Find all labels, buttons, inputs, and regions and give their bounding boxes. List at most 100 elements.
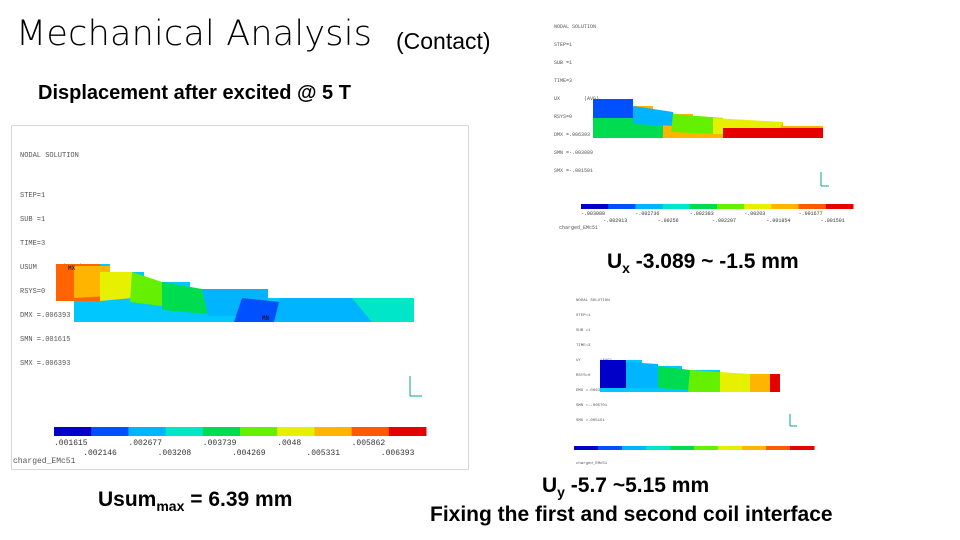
usum-plot-footer: charged_EMc51: [13, 457, 76, 466]
legend-swatch: [581, 204, 609, 209]
legend-swatch: [798, 204, 827, 209]
legend-tick-label: -.002913: [603, 218, 627, 224]
legend-swatch: [388, 427, 427, 436]
header-line: RSYS=0: [576, 374, 591, 378]
legend-swatch: [202, 427, 241, 436]
usum-contour-yellow: [100, 272, 132, 301]
legend-tick-label: .002677: [128, 439, 162, 448]
legend-swatch: [718, 446, 743, 450]
legend-tick-label: -.001677: [799, 211, 823, 217]
legend-tick-label: -.002736: [635, 211, 659, 217]
legend-swatch: [574, 446, 599, 450]
uy-subscript: y: [557, 484, 565, 501]
header-line: TIME=3: [554, 78, 573, 84]
legend-swatch: [717, 204, 745, 209]
usum-contour-blue: [234, 298, 280, 322]
legend-tick-label: -.003089: [581, 211, 605, 217]
legend-swatch: [128, 427, 167, 436]
legend-swatch: [314, 427, 353, 436]
legend-swatch: [771, 204, 800, 209]
ux-symbol: U: [607, 250, 623, 273]
legend-swatch: [351, 427, 390, 436]
legend-tick-label: .003208: [158, 449, 192, 458]
legend-swatch: [670, 446, 695, 450]
legend-tick-label: .006393: [381, 449, 415, 458]
header-line: STEP=1: [20, 192, 46, 200]
header-line: SMX =.006393: [20, 360, 71, 368]
header-line: DMX =.006393: [576, 389, 605, 393]
uy-caption: Uy -5.7 ~5.15 mm: [542, 474, 709, 500]
legend-swatch: [694, 446, 719, 450]
legend-swatch: [91, 427, 129, 436]
legend-swatch: [622, 446, 647, 450]
usum-subscript: max: [156, 498, 185, 515]
header-line: DMX =.006393: [554, 132, 591, 138]
legend-tick-label: .002146: [83, 449, 117, 458]
header-line: NODAL SOLUTION: [554, 24, 597, 30]
header-line: SMN =-.005701: [576, 404, 608, 408]
header-line: NODAL SOLUTION: [20, 152, 79, 160]
legend-tick-label: -.00203: [744, 211, 765, 217]
uy-contour-green: [658, 366, 690, 390]
ux-legend: -.003089 -.002736 -.002383 -.00203 -.001677-…: [581, 204, 854, 224]
uy-plot-header: NODAL SOLUTION STEP=1 SUB =1 TIME=3 UY (…: [576, 289, 612, 434]
legend-swatch: [646, 446, 671, 450]
header-line: SMN =-.003089: [554, 150, 594, 156]
usum-contour-cyan: [352, 298, 414, 322]
uy-plot-footer: charged_EMc51: [576, 462, 608, 466]
legend-swatch: [742, 446, 767, 450]
legend-swatch: [662, 204, 691, 209]
legend-swatch: [608, 204, 636, 209]
mx-marker: MX: [68, 265, 76, 272]
legend-swatch: [240, 427, 278, 436]
legend-tick-label: .003739: [203, 439, 237, 448]
ux-contour-lightblue: [633, 106, 677, 126]
uy-range: -5.7 ~5.15 mm: [564, 474, 710, 497]
header-line: RSYS=0: [20, 288, 46, 296]
legend-tick-label: -.00256: [658, 218, 679, 224]
header-line: SMN =.001615: [20, 336, 71, 344]
legend-swatch: [744, 204, 772, 209]
legend-tick-label: -.001854: [766, 218, 790, 224]
uy-contour-darkblue: [600, 360, 626, 388]
displacement-subheading: Displacement after excited @ 5 T: [38, 82, 351, 104]
ux-plot-footer: charged_EMc51: [559, 225, 599, 231]
legend-swatch: [766, 446, 791, 450]
uy-contour-lightgreen: [688, 370, 720, 392]
legend-swatch: [598, 446, 623, 450]
legend-swatch: [689, 204, 718, 209]
legend-swatch: [790, 446, 815, 450]
ux-contour-red: [723, 128, 823, 138]
legend-tick-label: .001615: [54, 439, 88, 448]
ux-range: -3.089 ~ -1.5 mm: [629, 250, 799, 273]
header-line: TIME=3: [20, 240, 46, 248]
uy-contour-orange: [750, 374, 770, 392]
uy-contour-yellow: [720, 372, 750, 392]
legend-tick-label: .0048: [277, 439, 301, 448]
uy-contour-red: [770, 374, 780, 392]
uy-contour-lightblue: [626, 362, 658, 388]
legend-swatch: [165, 427, 204, 436]
uy-legend: [574, 446, 815, 450]
legend-tick-label: .004269: [232, 449, 266, 458]
mn-marker: MN: [262, 315, 270, 322]
legend-tick-label: .005331: [306, 449, 340, 458]
uy-contour-svg: [574, 360, 815, 450]
header-line: UX (AVG): [554, 96, 600, 102]
usum-contour-green: [162, 282, 208, 314]
header-line: NODAL SOLUTION: [576, 299, 610, 303]
ux-caption: Ux -3.089 ~ -1.5 mm: [607, 250, 799, 276]
fixing-caption: Fixing the first and second coil interfa…: [430, 503, 833, 526]
ux-plot-panel: NODAL SOLUTION STEP=1 SUB =1 TIME=3 UX (…: [553, 6, 863, 234]
usum-contour-svg: MX MN .001615 .002677 .003739 .0048 .005862.…: [54, 264, 427, 458]
usum-value: = 6.39 mm: [184, 488, 293, 511]
usum-contour-lightblue-2: [274, 298, 372, 322]
header-line: SMX =-.001501: [554, 168, 594, 174]
header-line: SUB =1: [554, 60, 573, 66]
header-line: TIME=3: [576, 344, 591, 348]
legend-tick-label: -.002207: [712, 218, 736, 224]
usum-plot-panel: NODAL SOLUTION STEP=1 SUB =1 TIME=3 USUM…: [11, 125, 469, 470]
header-line: RSYS=0: [554, 114, 573, 120]
ux-subscript: x: [622, 260, 630, 277]
usum-symbol: Usum: [98, 488, 157, 511]
